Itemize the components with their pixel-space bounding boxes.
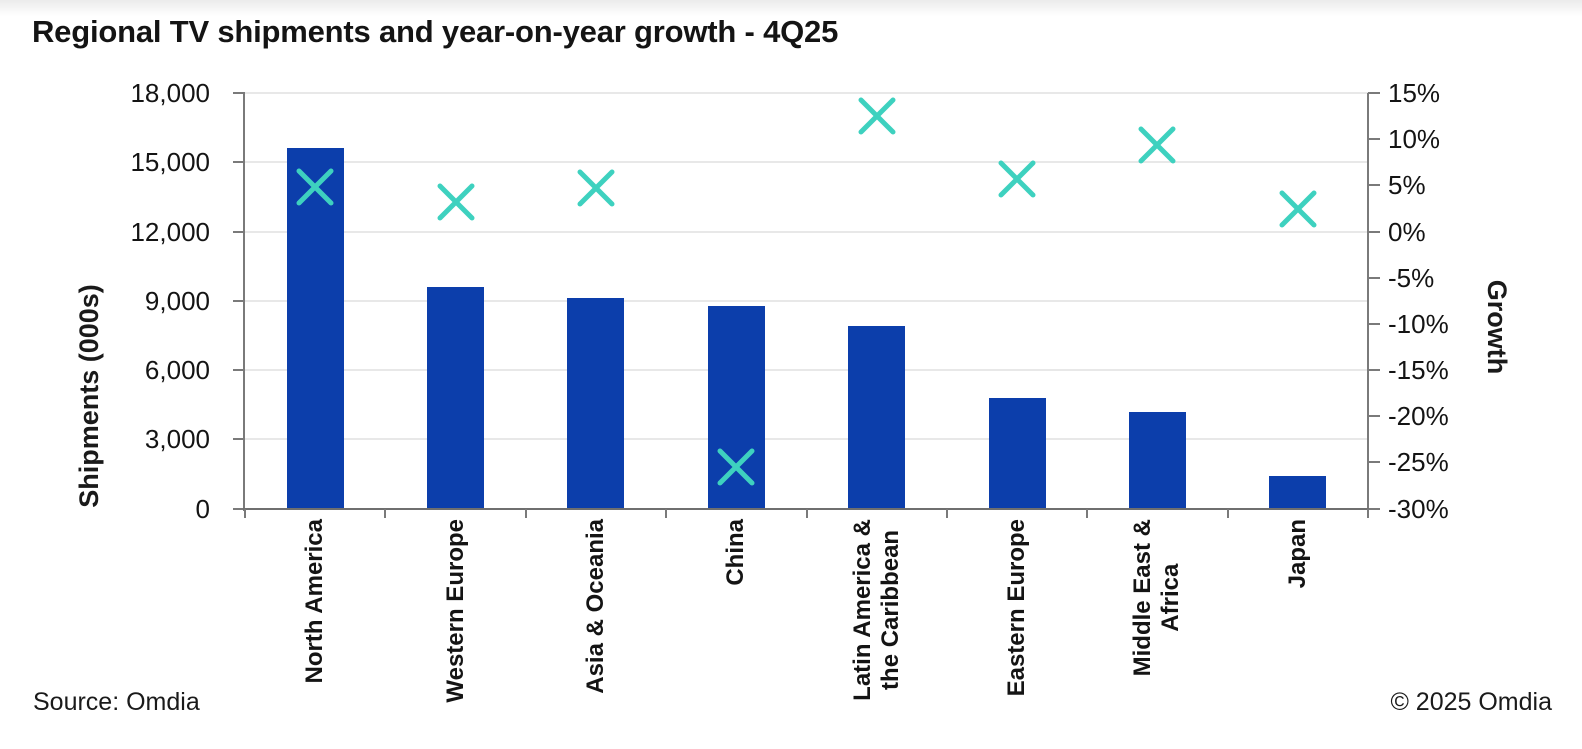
- left-axis-tick: [233, 299, 245, 302]
- gridline: [245, 92, 1368, 94]
- right-axis-tick-label: -15%: [1388, 355, 1449, 385]
- growth-x-marker-icon: [436, 182, 476, 227]
- growth-x-marker-icon: [295, 167, 335, 212]
- right-axis-tick: [1368, 138, 1380, 141]
- left-axis-tick-label: 12,000: [130, 216, 210, 247]
- bar-eastern-europe: [988, 397, 1046, 509]
- category-label: Latin America & the Caribbean: [848, 518, 904, 701]
- category-label: North America: [301, 518, 329, 683]
- category-label: China: [722, 518, 750, 586]
- left-axis-line: [243, 93, 245, 511]
- chart-title: Regional TV shipments and year-on-year g…: [32, 14, 839, 49]
- category-label: Middle East & Africa: [1129, 518, 1185, 676]
- right-axis-tick-label: -20%: [1388, 401, 1449, 432]
- left-axis-tick: [233, 230, 245, 233]
- left-axis-tick-label: 6,000: [144, 355, 210, 385]
- right-axis-tick: [1368, 92, 1380, 94]
- gridline: [245, 369, 1368, 371]
- right-axis-line: [1367, 93, 1369, 511]
- gridline: [245, 299, 1368, 302]
- bar-north-america: [286, 148, 344, 509]
- right-axis-tick-label: -10%: [1388, 308, 1449, 339]
- growth-x-marker-icon: [857, 96, 897, 141]
- category-boundary-tick: [1226, 508, 1229, 518]
- right-axis-tick: [1368, 322, 1380, 325]
- category-boundary-tick: [945, 508, 948, 518]
- top-fade-strip: [0, 0, 1582, 16]
- bar-asia-oceania: [567, 298, 625, 509]
- left-axis-tick: [233, 438, 245, 441]
- right-axis-tick-label: 15%: [1388, 78, 1441, 108]
- right-axis-tick: [1368, 276, 1380, 279]
- category-label: Western Europe: [441, 518, 469, 703]
- right-axis-tick-label: -30%: [1388, 493, 1449, 524]
- right-axis-tick: [1368, 461, 1380, 464]
- category-boundary-tick: [244, 508, 246, 518]
- category-boundary-tick: [1086, 508, 1089, 518]
- copyright-note: © 2025 Omdia: [1390, 688, 1552, 716]
- bar-japan: [1269, 476, 1327, 509]
- right-axis-tick: [1368, 415, 1380, 418]
- category-label: Asia & Oceania: [581, 518, 609, 694]
- gridline: [245, 161, 1368, 164]
- growth-x-marker-icon: [716, 447, 756, 492]
- right-axis-tick: [1368, 184, 1380, 187]
- bar-middle-east-africa: [1128, 411, 1186, 509]
- category-boundary-tick: [384, 508, 387, 518]
- category-label: Eastern Europe: [1003, 518, 1031, 696]
- bar-latin-america-the-caribbean: [848, 326, 906, 509]
- bar-western-europe: [427, 286, 485, 509]
- left-axis-tick-label: 3,000: [144, 424, 210, 455]
- category-label: Japan: [1283, 518, 1311, 588]
- category-boundary-tick: [665, 508, 668, 518]
- source-note: Source: Omdia: [33, 688, 200, 716]
- right-axis-tick: [1368, 369, 1380, 371]
- left-axis-tick: [233, 507, 245, 510]
- right-axis-tick-label: -5%: [1388, 262, 1435, 293]
- right-axis-tick-label: 0%: [1388, 216, 1426, 247]
- growth-x-marker-icon: [1278, 189, 1318, 234]
- right-axis-tick-label: 10%: [1388, 124, 1441, 155]
- category-boundary-tick: [524, 508, 527, 518]
- left-axis-tick: [233, 161, 245, 164]
- left-axis-tick: [233, 92, 245, 94]
- right-axis-tick: [1368, 507, 1380, 510]
- left-axis-tick: [233, 369, 245, 371]
- growth-x-marker-icon: [1137, 125, 1177, 170]
- left-axis-tick-label: 0: [195, 493, 210, 524]
- bar-china: [707, 306, 765, 509]
- right-axis-tick-label: 5%: [1388, 170, 1426, 201]
- left-axis-title: Shipments (000s): [74, 284, 104, 508]
- left-axis-tick-label: 15,000: [130, 147, 210, 178]
- category-boundary-tick: [805, 508, 808, 518]
- gridline: [245, 438, 1368, 441]
- left-axis-tick-label: 18,000: [130, 78, 210, 108]
- growth-x-marker-icon: [576, 168, 616, 213]
- right-axis-tick-label: -25%: [1388, 447, 1449, 478]
- left-axis-tick-label: 9,000: [144, 285, 210, 316]
- gridline: [245, 230, 1368, 233]
- category-boundary-tick: [1367, 508, 1369, 518]
- right-axis-tick: [1368, 230, 1380, 233]
- growth-x-marker-icon: [997, 159, 1037, 204]
